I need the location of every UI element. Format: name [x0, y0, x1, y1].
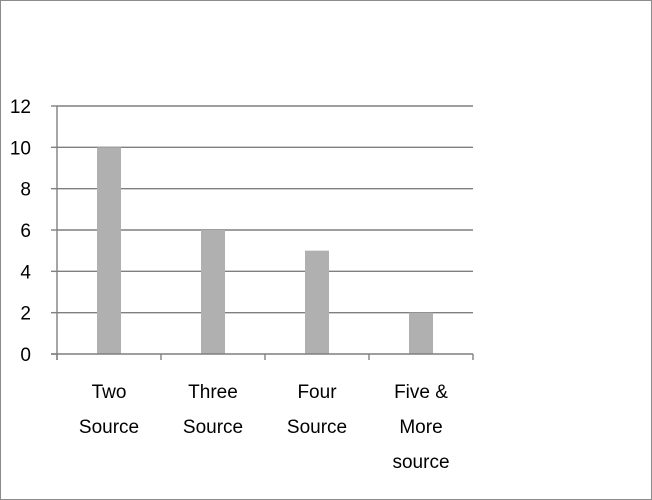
y-tick-label: 6: [20, 221, 31, 242]
y-tick-label: 4: [20, 262, 31, 283]
axes: [51, 105, 474, 360]
x-tick-label: Four: [297, 382, 337, 403]
x-tick-label: Five &: [394, 382, 448, 403]
bar: [305, 250, 329, 354]
x-tick-labels: Two Source Three Source Four Source Five & More…: [79, 382, 450, 473]
x-tick-label: Source: [79, 417, 139, 438]
x-tick-label: Three: [188, 382, 238, 403]
bar: [201, 230, 225, 354]
y-tick-label: 10: [10, 138, 31, 159]
bar: [97, 147, 121, 354]
bars: [97, 147, 433, 354]
y-tick-label: 8: [20, 180, 31, 201]
y-tick-label: 12: [10, 97, 31, 118]
bar: [409, 312, 433, 354]
y-tick-label: 2: [20, 304, 31, 325]
x-tick-label: Source: [183, 417, 243, 438]
x-tick-label: Two: [92, 382, 127, 403]
gridlines: [57, 105, 473, 314]
x-tick-label: More: [399, 417, 442, 438]
x-tick-label: Source: [287, 417, 347, 438]
y-tick-label: 0: [20, 345, 31, 366]
x-tick-label: source: [392, 452, 449, 473]
y-tick-labels: 0 2 4 6 8 10 12: [10, 97, 32, 366]
